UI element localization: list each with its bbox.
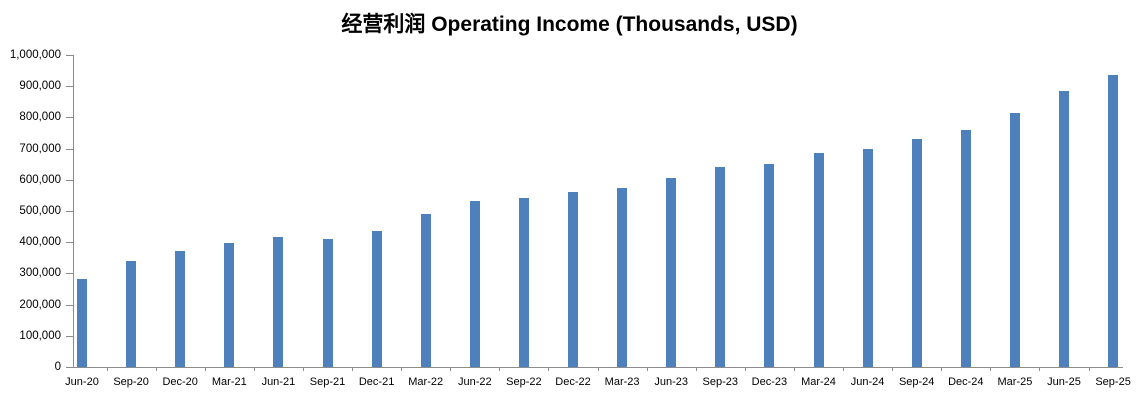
bar-sep-20: [126, 261, 137, 367]
x-axis-label: Jun-23: [654, 376, 688, 388]
x-axis-tick: [793, 367, 795, 371]
y-axis-tick: [66, 304, 74, 306]
y-axis-tick-label: 1,000,000: [9, 48, 61, 61]
bar-jun-22: [469, 201, 480, 367]
x-axis-tick: [302, 367, 304, 371]
x-axis-tick: [548, 367, 550, 371]
x-axis-label: Mar-22: [408, 376, 444, 388]
x-axis-tick: [499, 367, 501, 371]
x-axis-label: Jun-24: [850, 376, 885, 388]
y-axis-tick: [66, 86, 74, 88]
y-axis-tick: [66, 335, 74, 337]
y-axis-tick: [66, 117, 74, 119]
x-axis-tick: [1088, 367, 1090, 371]
bar-jun-24: [862, 148, 873, 367]
x-axis-tick: [352, 367, 354, 371]
x-axis-tick: [695, 367, 697, 371]
x-axis-label: Mar-24: [801, 376, 836, 388]
bar-dec-21: [371, 230, 382, 367]
bar-dec-20: [175, 250, 186, 367]
y-axis-tick: [66, 148, 74, 150]
y-axis-tick-label: 200,000: [19, 298, 61, 311]
y-axis-tick-label: 900,000: [19, 79, 61, 92]
y-axis-tick-label: 600,000: [19, 173, 61, 186]
x-axis-tick: [744, 367, 746, 371]
bar-mar-21: [224, 243, 235, 367]
x-axis-label: Jun-25: [1047, 376, 1081, 388]
x-axis-label: Dec-21: [358, 376, 395, 388]
x-axis-label: Mar-23: [604, 376, 640, 388]
y-axis-tick: [66, 242, 74, 244]
y-axis-tick-label: 0: [54, 360, 61, 373]
x-axis-label: Sep-23: [702, 376, 739, 388]
bar-dec-22: [568, 192, 578, 367]
bar-mar-24: [813, 152, 824, 367]
x-axis-tick: [892, 367, 894, 371]
y-axis-tick-label: 400,000: [19, 235, 61, 248]
bar-jun-25: [1059, 91, 1069, 367]
x-axis-tick: [646, 367, 648, 371]
x-axis-label: Sep-20: [113, 376, 149, 388]
x-axis-tick: [1039, 367, 1041, 371]
x-axis-label: Dec-23: [751, 376, 788, 388]
x-axis-tick: [155, 367, 157, 371]
bar-dec-23: [764, 163, 775, 367]
x-axis-label: Mar-21: [211, 376, 247, 388]
x-axis-tick: [253, 367, 255, 371]
y-axis-tick: [66, 273, 74, 275]
bar-sep-22: [518, 198, 529, 367]
y-axis-tick-label: 500,000: [19, 204, 61, 217]
x-axis-label: Jun-20: [65, 376, 99, 388]
bar-jun-20: [77, 279, 87, 367]
bar-mar-23: [617, 188, 628, 367]
x-axis-tick: [106, 367, 108, 371]
x-axis-tick: [990, 367, 992, 371]
bar-jun-23: [666, 177, 677, 367]
x-axis-tick: [401, 367, 403, 371]
x-axis-tick: [450, 367, 452, 371]
bar-mar-25: [1009, 113, 1020, 367]
x-axis-label: Sep-24: [898, 376, 935, 388]
x-axis-tick: [843, 367, 845, 371]
x-axis-label: Jun-22: [457, 376, 492, 388]
y-axis-tick-label: 300,000: [19, 267, 61, 280]
bar-mar-22: [420, 214, 431, 367]
y-axis-tick-label: 700,000: [19, 142, 61, 155]
y-axis-tick-label: 800,000: [19, 111, 61, 124]
x-axis-label: Dec-22: [555, 376, 591, 388]
y-axis-tick: [66, 211, 74, 212]
x-axis-label: Mar-25: [997, 376, 1033, 388]
y-axis-tick: [66, 367, 74, 368]
x-axis-label: Dec-24: [948, 376, 984, 388]
y-axis-tick: [66, 55, 74, 56]
plot-area: 0 100,000 200,000 300,000 400,000 500,000 600,…: [10, 49, 1131, 388]
bar-dec-24: [960, 129, 971, 367]
x-axis-label: Sep-21: [309, 376, 346, 388]
bar-sep-21: [322, 238, 333, 367]
y-axis-tick: [66, 179, 74, 181]
x-axis-label: Sep-25: [1095, 376, 1131, 388]
y-axis-tick-label: 100,000: [19, 329, 61, 342]
bar-sep-24: [911, 138, 922, 367]
x-axis-tick: [941, 367, 943, 371]
x-axis-tick: [597, 367, 599, 371]
bar-sep-25: [1108, 75, 1119, 367]
x-axis-tick: [204, 367, 206, 371]
x-axis-label: Jun-21: [261, 376, 296, 388]
chart-title: 经营利润 Operating Income (Thousands, USD): [341, 13, 798, 36]
x-axis-label: Dec-20: [162, 376, 198, 388]
bar-sep-23: [715, 167, 726, 367]
bar-jun-21: [273, 237, 284, 367]
x-axis-label: Sep-22: [506, 376, 542, 388]
